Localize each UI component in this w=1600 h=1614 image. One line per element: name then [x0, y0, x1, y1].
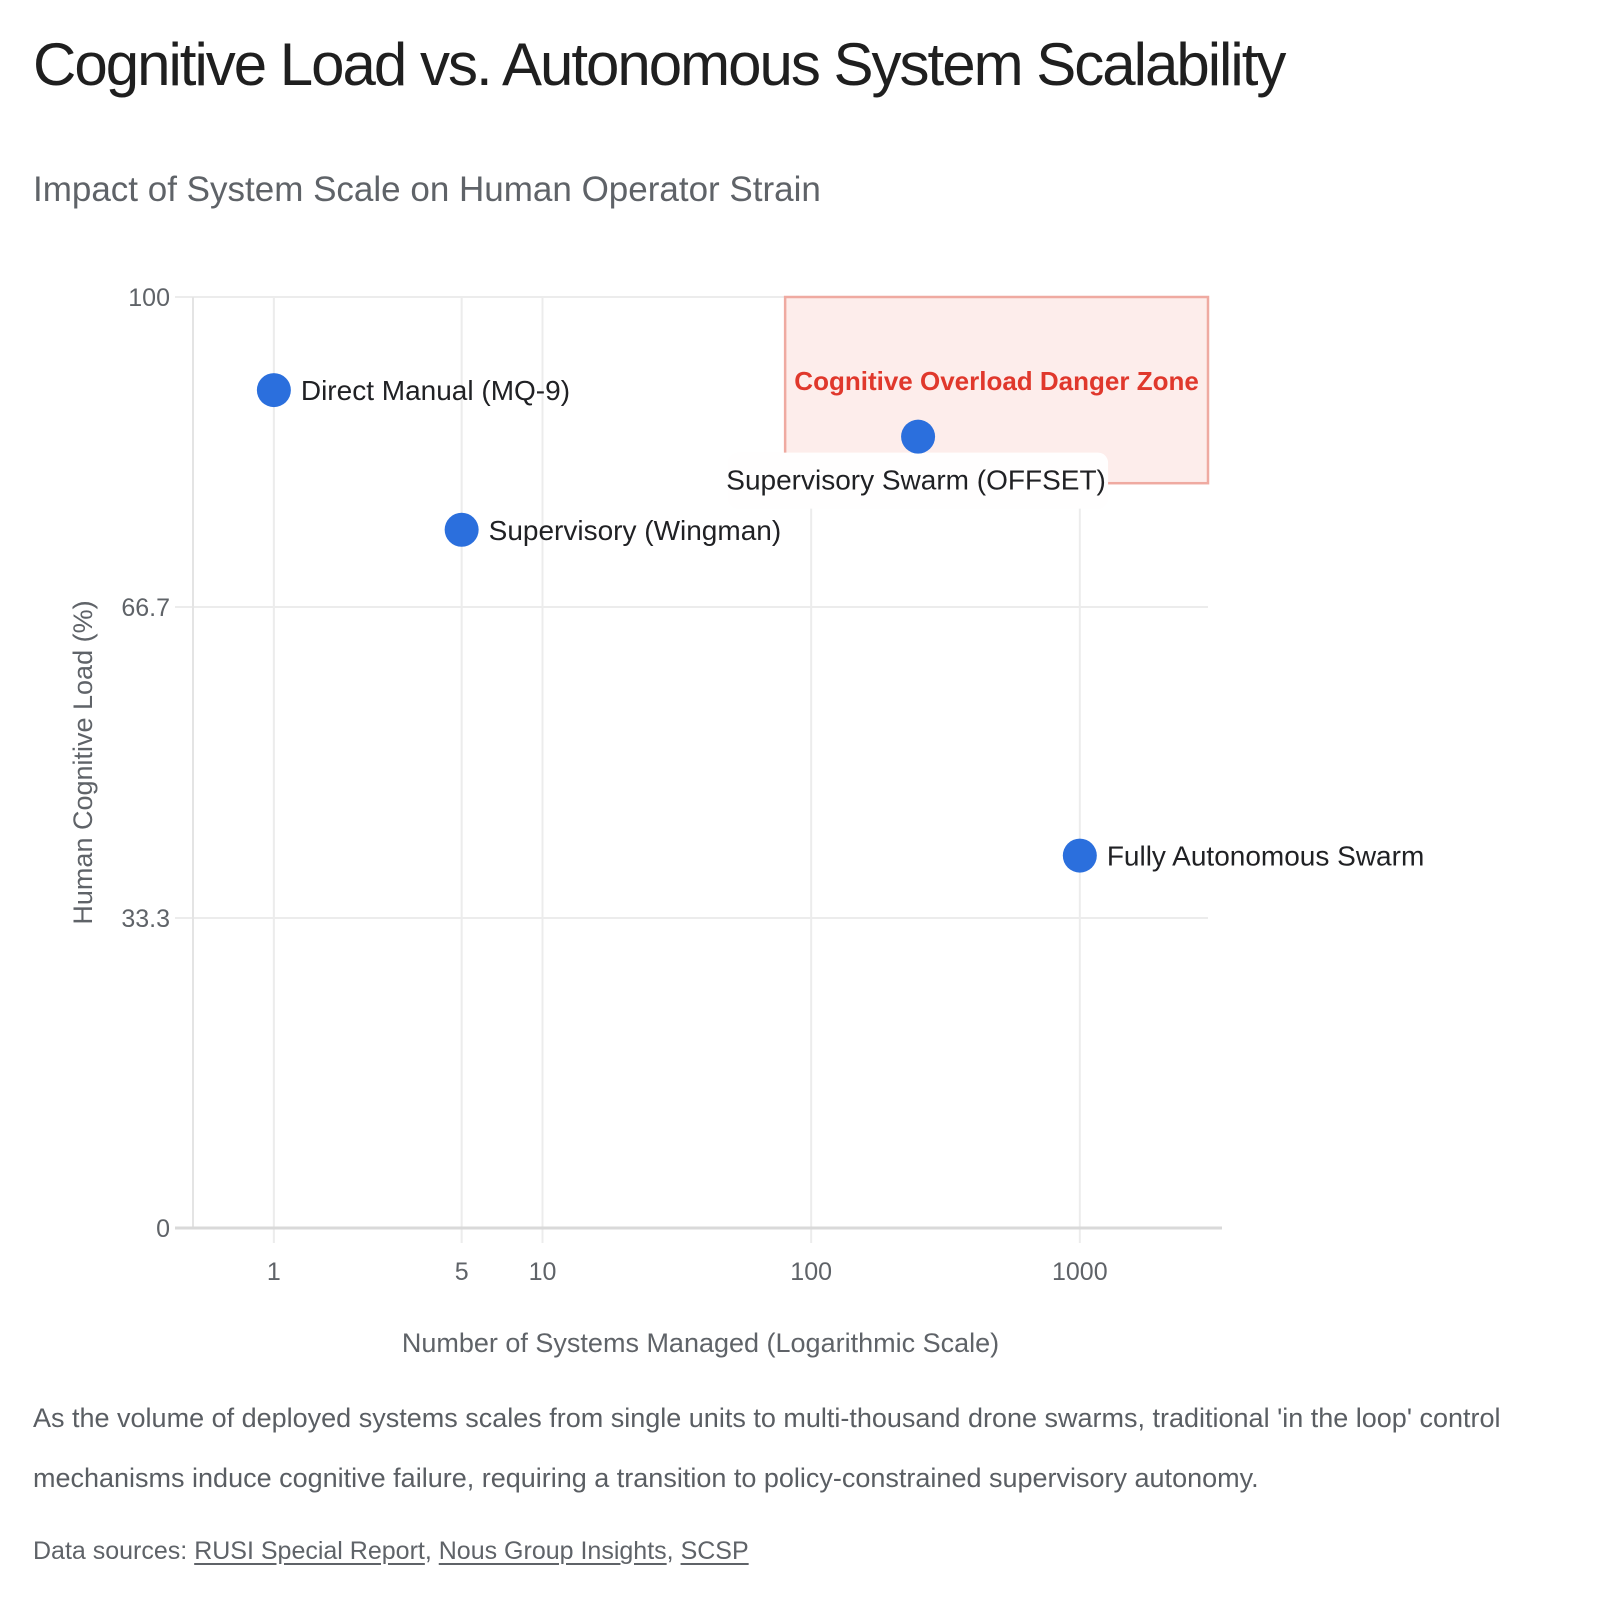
x-tick-label: 10 [529, 1258, 557, 1286]
y-axis-title: Human Cognitive Load (%) [68, 600, 98, 924]
x-tick-label: 1 [267, 1258, 281, 1286]
x-tick-label: 100 [790, 1258, 832, 1286]
x-tick-label: 5 [455, 1258, 469, 1286]
point-label: Supervisory (Wingman) [489, 515, 782, 546]
point-label: Supervisory Swarm (OFFSET) [726, 465, 1106, 496]
point-label-background [728, 452, 1109, 509]
sources-prefix: Data sources: [33, 1537, 195, 1565]
sources-separator: , [424, 1537, 439, 1565]
source-link-rusi[interactable]: RUSI Special Report [194, 1537, 425, 1565]
y-tick-label: 100 [128, 284, 170, 312]
sources-separator: , [666, 1537, 681, 1565]
chart-subtitle: Impact of System Scale on Human Operator… [33, 170, 821, 209]
data-point[interactable] [1062, 838, 1097, 873]
source-link-scsp[interactable]: SCSP [680, 1537, 749, 1565]
data-point[interactable] [256, 373, 291, 408]
chart-title: Cognitive Load vs. Autonomous System Sca… [33, 31, 1286, 98]
data-point[interactable] [444, 512, 479, 547]
data-point[interactable] [901, 419, 936, 454]
x-tick-label: 1000 [1052, 1258, 1108, 1286]
data-sources: Data sources: RUSI Special Report, Nous … [33, 1537, 749, 1566]
x-axis-title: Number of Systems Managed (Logarithmic S… [402, 1328, 999, 1358]
danger-zone-label: Cognitive Overload Danger Zone [794, 366, 1199, 396]
y-tick-label: 66.7 [121, 594, 170, 622]
caption: As the volume of deployed systems scales… [33, 1403, 1501, 1493]
point-label: Fully Autonomous Swarm [1107, 841, 1424, 872]
y-tick-label: 0 [156, 1215, 170, 1243]
point-label: Direct Manual (MQ-9) [301, 375, 570, 406]
scatter-chart: Cognitive Overload Danger Zone 0 33.3 66.7 1… [68, 284, 1424, 1358]
y-tick-label: 33.3 [121, 905, 170, 933]
source-link-nous[interactable]: Nous Group Insights [438, 1537, 667, 1565]
danger-zone-region [783, 295, 1210, 485]
